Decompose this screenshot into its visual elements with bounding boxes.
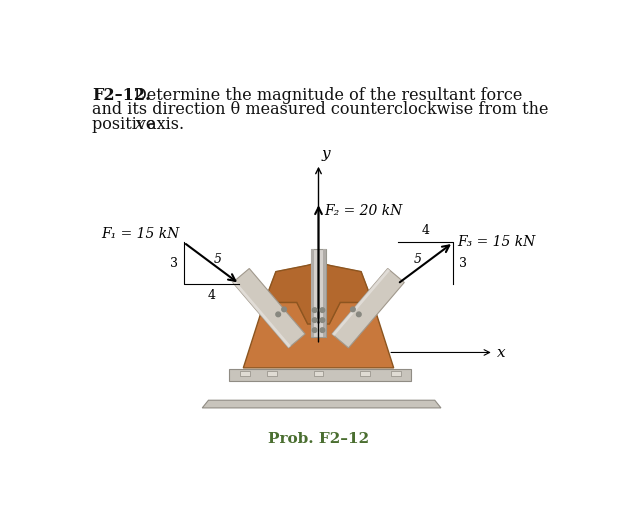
Bar [361,371,369,376]
Circle shape [276,312,280,316]
Polygon shape [233,269,305,348]
Polygon shape [264,262,372,324]
Text: 4: 4 [421,224,429,237]
Bar [310,249,326,337]
Text: 3: 3 [459,256,467,270]
Text: F₃ = 15 kN: F₃ = 15 kN [457,235,535,250]
Polygon shape [244,303,394,368]
Polygon shape [202,400,441,408]
Polygon shape [332,269,404,348]
Circle shape [312,308,317,312]
Bar [240,371,250,376]
Text: x: x [135,116,144,133]
Bar [314,371,323,376]
Circle shape [320,318,325,322]
Text: 5: 5 [214,253,222,266]
Bar [229,370,411,381]
Text: F₁ = 15 kN: F₁ = 15 kN [101,227,180,241]
Circle shape [312,328,317,332]
Text: and its direction θ measured counterclockwise from the: and its direction θ measured countercloc… [92,101,549,118]
Circle shape [356,312,361,316]
Text: 5: 5 [414,253,421,266]
Text: 4: 4 [208,289,215,302]
Bar [310,249,314,337]
Polygon shape [233,280,291,348]
Polygon shape [332,269,390,336]
Text: F2–12.: F2–12. [92,87,151,104]
Text: Prob. F2–12: Prob. F2–12 [268,432,369,446]
Text: 3: 3 [170,256,178,270]
Bar [323,249,326,337]
Circle shape [282,307,287,312]
Circle shape [320,328,325,332]
Text: y: y [322,147,331,161]
Text: x: x [497,346,505,360]
Circle shape [351,307,355,312]
Bar [267,371,277,376]
Circle shape [312,318,317,322]
Text: F₂ = 20 kN: F₂ = 20 kN [325,204,403,218]
Text: positive: positive [92,116,161,133]
Bar [391,371,401,376]
Circle shape [320,308,325,312]
Text: Determine the magnitude of the resultant force: Determine the magnitude of the resultant… [134,87,523,104]
Text: axis.: axis. [142,116,184,133]
Polygon shape [264,262,372,324]
